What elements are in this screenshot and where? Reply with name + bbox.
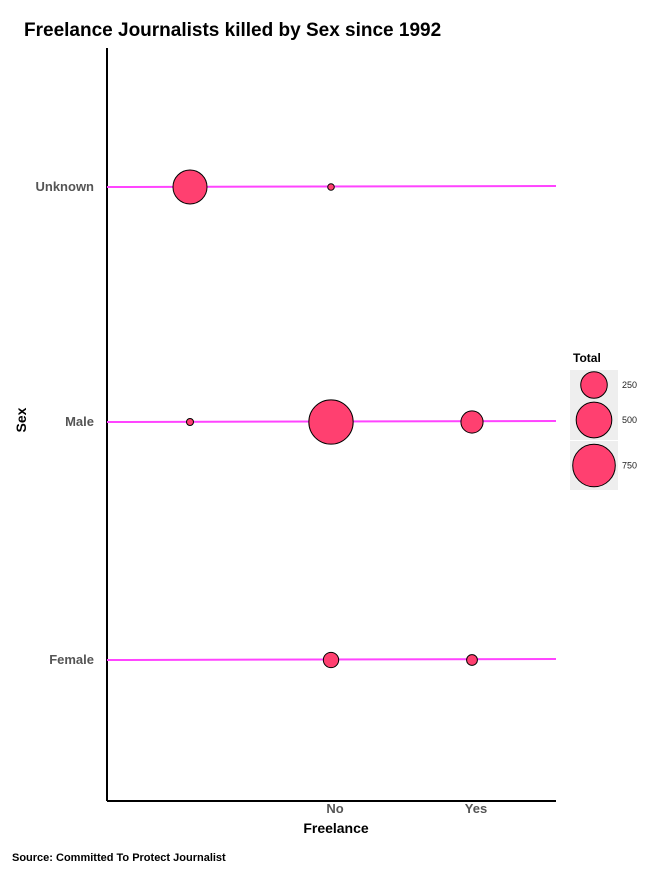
y-tick-label-male: Male	[65, 414, 94, 429]
legend-title: Total	[573, 351, 601, 365]
legend-circle-250	[580, 371, 608, 399]
legend-label-750: 750	[622, 461, 637, 471]
legend-label-500: 500	[622, 415, 637, 425]
y-tick-label-female: Female	[49, 652, 94, 667]
y-axis-title: Sex	[13, 407, 29, 432]
point-male-na	[185, 417, 195, 427]
y-tick-label-unknown: Unknown	[36, 179, 95, 194]
point-unknown-na	[172, 169, 208, 205]
legend-circle-500	[575, 401, 613, 439]
legend-label-250: 250	[622, 380, 637, 390]
point-male-no	[308, 399, 354, 445]
point-female-no	[322, 651, 340, 669]
legend-key-250: 250	[570, 370, 637, 400]
plot-area: Female Male Unknown No Yes	[36, 48, 557, 816]
source-caption: Source: Committed To Protect Journalist	[12, 852, 226, 864]
legend-key-500: 500	[570, 400, 637, 440]
x-tick-label-no: No	[326, 801, 343, 816]
legend-circle-750	[572, 443, 616, 488]
size-legend: Total 250 500 750	[570, 351, 637, 490]
x-axis-title: Freelance	[303, 820, 369, 836]
chart-title: Freelance Journalists killed by Sex sinc…	[24, 20, 441, 41]
x-tick-label-yes: Yes	[465, 801, 487, 816]
point-unknown-no	[327, 183, 335, 191]
point-male-yes	[460, 410, 484, 434]
point-female-yes	[466, 654, 478, 666]
legend-key-750: 750	[570, 441, 637, 490]
